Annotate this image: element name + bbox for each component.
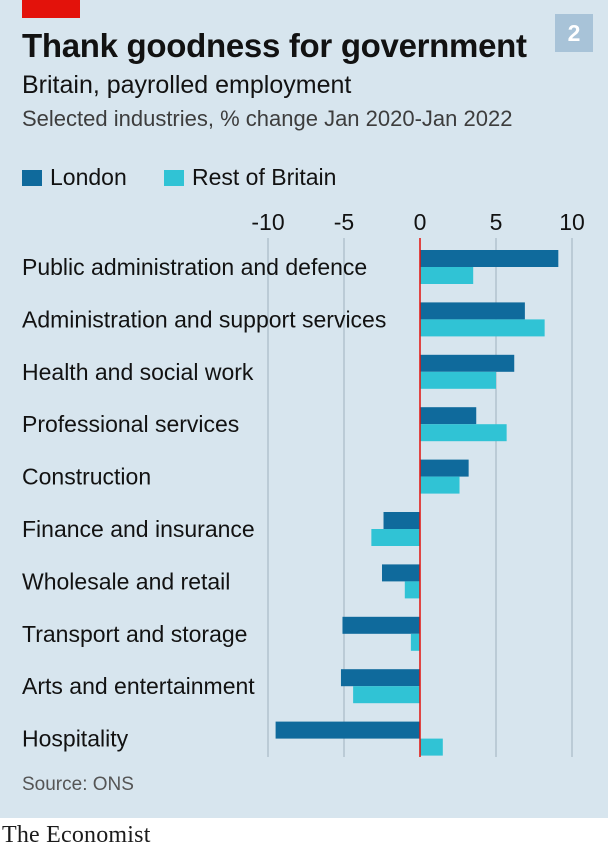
category-label: Transport and storage (22, 621, 247, 647)
category-label: Professional services (22, 411, 239, 437)
bar-rest-of-britain (420, 319, 545, 337)
bar-london (382, 564, 420, 582)
bar-london (420, 407, 477, 425)
bar-rest-of-britain (420, 476, 460, 494)
bar-london (420, 354, 515, 372)
bar-rest-of-britain (410, 633, 420, 651)
x-tick-label: 5 (490, 209, 503, 235)
bar-chart: -10 -5 0 5 10 Public administration and defen… (22, 209, 585, 757)
bar-rest-of-britain (420, 371, 496, 389)
x-tick-label: -5 (334, 209, 354, 235)
category-label: Arts and entertainment (22, 673, 255, 699)
bar-rest-of-britain (371, 529, 420, 546)
bar-london (342, 616, 420, 634)
chart-number-badge: 2 (555, 14, 593, 52)
category-label: Wholesale and retail (22, 568, 230, 594)
category-label: Public administration and defence (22, 254, 367, 280)
source-note: Source: ONS (22, 774, 134, 795)
bar-rest-of-britain (420, 738, 443, 756)
legend-swatch-rest-of-britain (164, 170, 184, 186)
chart-title: Thank goodness for government (22, 27, 527, 64)
brand-red-tag (22, 0, 80, 18)
legend-label-london: London (50, 164, 127, 190)
category-label: Hospitality (22, 726, 129, 752)
bar-london (420, 302, 525, 320)
bar-rest-of-britain (353, 686, 420, 704)
chart-subtitle: Britain, payrolled employment (22, 71, 352, 99)
bar-rest-of-britain (420, 424, 507, 442)
bar-rest-of-britain (420, 267, 474, 284)
category-label: Administration and support services (22, 306, 386, 332)
chart-panel (0, 0, 608, 818)
category-label: Construction (22, 464, 151, 490)
x-tick-label: 0 (414, 209, 427, 235)
chart-description: Selected industries, % change Jan 2020-J… (22, 106, 513, 131)
x-tick-label: -10 (251, 209, 284, 235)
category-label: Finance and insurance (22, 516, 255, 542)
bar-london (420, 459, 469, 477)
category-label: Health and social work (22, 359, 254, 385)
bar-london (340, 669, 420, 687)
bar-rest-of-britain (404, 581, 420, 599)
x-tick-label: 10 (559, 209, 585, 235)
legend-label-rest-of-britain: Rest of Britain (192, 164, 337, 190)
bar-london (420, 250, 559, 267)
legend-swatch-london (22, 170, 42, 186)
bar-london (383, 512, 420, 529)
bar-london (275, 721, 420, 739)
publisher-logo: The Economist (2, 822, 151, 848)
